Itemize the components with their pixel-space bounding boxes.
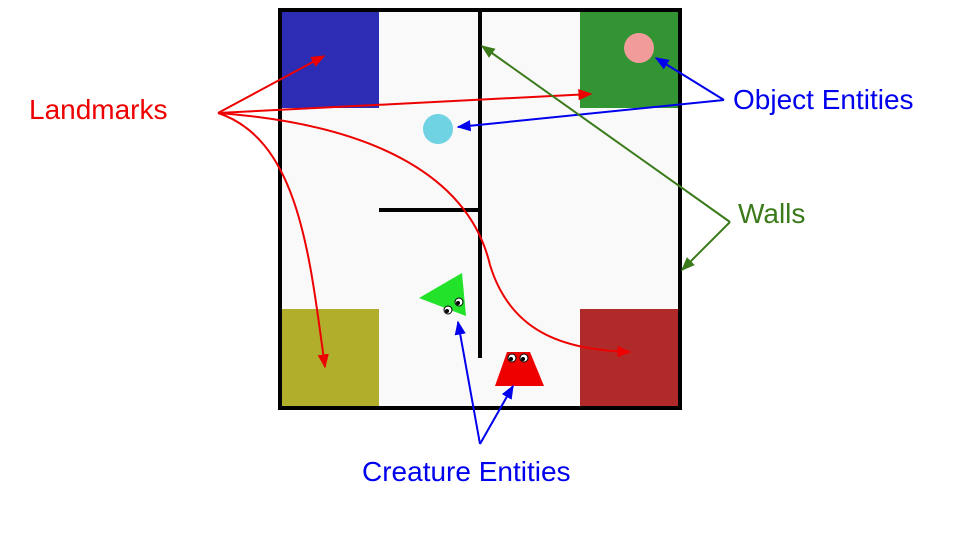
object-entities-label: Object Entities bbox=[733, 84, 914, 115]
landmarks-label: Landmarks bbox=[29, 94, 168, 125]
landmark-red bbox=[580, 309, 678, 407]
landmark-blue bbox=[281, 12, 379, 108]
walls-label: Walls bbox=[738, 198, 805, 229]
landmark-olive bbox=[281, 309, 379, 407]
creature-entities-label: Creature Entities bbox=[362, 456, 571, 487]
object-cyan-ball bbox=[423, 114, 453, 144]
landmark-green bbox=[580, 12, 678, 108]
object-pink-ball bbox=[624, 33, 654, 63]
